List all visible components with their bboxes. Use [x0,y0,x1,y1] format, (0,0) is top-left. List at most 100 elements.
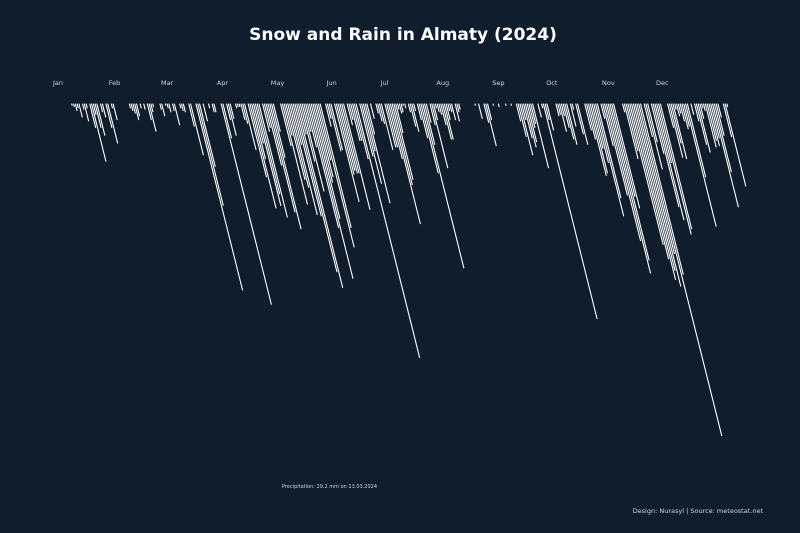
precip-line-day-287 [584,103,592,131]
precip-line-day-355 [706,103,717,141]
precip-line-day-206 [438,103,443,115]
precip-line-day-181 [393,103,414,180]
precip-line-day-255 [526,103,538,143]
precip-line-day-366 [726,103,729,108]
chart-title: Snow and Rain in Almaty (2024) [249,25,557,45]
precip-line-day-254 [524,103,537,148]
precip-line-day-196 [420,103,439,174]
precip-line-day-324 [650,103,665,154]
precip-line-day-97 [242,103,249,125]
precip-line-day-134 [308,103,354,279]
precip-line-day-353 [703,103,706,112]
precip-line-day-348 [694,103,700,122]
precip-line-day-176 [384,103,397,148]
precip-line-day-96 [240,103,246,121]
precip-line-day-123 [289,103,318,216]
precip-line-day-349 [695,103,708,145]
max-precipitation-annotation: Precipitation: 29.2 mm on 13.03.2024 [282,484,377,490]
precip-line-day-299 [605,103,642,242]
precip-line-day-297 [602,103,614,147]
precip-line-day-282 [575,103,584,135]
precip-line-day-205 [436,103,440,113]
precip-line-day-3 [73,103,75,108]
precip-line-day-131 [303,103,312,132]
precip-line-day-15 [94,103,102,128]
precip-line-day-328 [658,103,692,235]
month-label-oct: Oct [546,79,558,87]
precip-line-day-144 [326,103,332,119]
precip-line-day-232 [485,103,497,147]
precip-line-day-339 [677,103,682,114]
precip-line-day-172 [377,103,383,122]
precip-line-day-101 [249,103,277,209]
precip-line-day-67 [188,103,195,127]
precip-line-day-68 [190,103,204,156]
precip-line-day-140 [319,103,352,229]
precip-line-day-335 [670,103,682,144]
precip-line-day-207 [440,103,447,126]
precip-line-day-343 [685,103,717,227]
precip-line-day-203 [433,103,439,121]
precip-line-day-277 [566,103,578,145]
precip-line-day-360 [715,103,725,136]
precip-line-day-250 [517,103,527,138]
precip-line-day-308 [622,103,626,113]
precip-line-day-174 [380,103,394,151]
precip-line-day-4 [74,103,78,112]
precip-line-day-52 [161,103,166,117]
precip-line-day-155 [346,103,353,126]
precip-line-day-293 [595,103,625,217]
precip-line-day-233 [487,103,493,121]
month-label-apr: Apr [217,79,229,87]
month-label-aug: Aug [436,79,449,87]
precip-line-day-16 [96,103,106,136]
precip-line-day-47 [152,103,155,108]
precip-line-day-130 [301,103,325,192]
precip-line-day-44 [146,103,152,121]
precip-line-day-194 [416,103,422,121]
precip-line-day-18 [100,103,104,113]
precip-line-day-114 [272,103,281,132]
precip-line-day-261 [537,103,542,118]
precip-line-day-95 [238,103,241,108]
precip-line-day-294 [596,103,622,199]
precip-line-day-310 [625,103,639,152]
precip-line-day-340 [679,103,685,122]
precip-line-day-198 [424,103,436,145]
precip-line-day-216 [456,103,460,113]
precip-line-day-21 [105,103,113,128]
precip-line-day-9 [83,103,90,122]
precip-line-day-309 [623,103,639,160]
month-label-feb: Feb [109,79,121,87]
precip-line-day-276 [564,103,575,140]
precip-line-day-145 [328,103,342,152]
precip-line-day-359 [713,103,732,173]
precip-line-day-313 [631,103,677,281]
precip-line-day-311 [627,103,664,245]
precip-line-day-315 [634,103,682,287]
precip-line-day-283 [577,103,589,145]
precip-line-day-314 [632,103,676,271]
precip-line-day-38 [136,103,141,117]
precip-line-day-13 [91,103,107,162]
precip-line-day-258 [532,103,550,169]
precip-line-day-228 [478,103,483,119]
precip-line-day-249 [515,103,522,122]
precip-line-day-231 [483,103,490,123]
precip-line-day-300 [607,103,652,274]
precip-line-day-303 [613,103,641,209]
month-label-jun: Jun [326,79,337,87]
precip-line-day-296 [600,103,606,119]
precip-line-day-190 [409,103,417,127]
precip-line-day-351 [699,103,705,119]
precip-line-day-89 [227,103,237,136]
precip-line-day-152 [341,103,360,174]
precip-line-day-204 [434,103,437,109]
precip-line-day-73 [199,103,216,167]
month-label-mar: Mar [161,79,174,87]
precip-line-day-72 [197,103,224,206]
precip-line-day-64 [182,103,186,113]
precip-line-day-208 [442,103,452,140]
precip-line-day-36 [132,103,136,114]
precip-line-day-63 [181,103,184,112]
